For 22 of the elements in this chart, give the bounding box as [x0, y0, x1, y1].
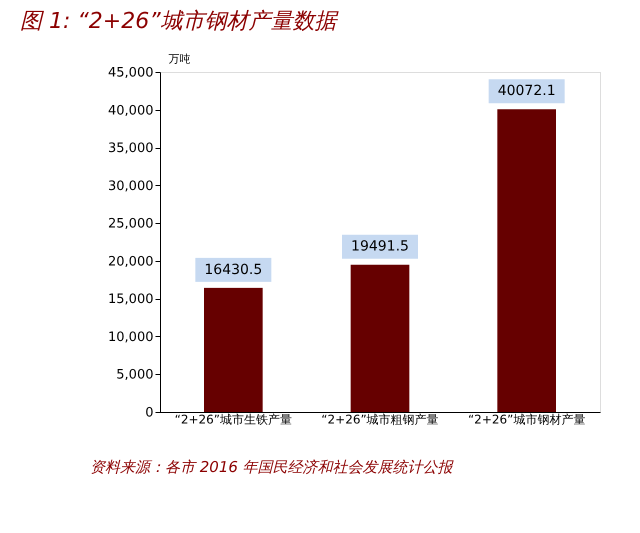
y-tick-label: 25,000 — [108, 216, 154, 232]
chart-title: 图 1: “2+26”城市钢材产量数据 — [20, 9, 340, 34]
y-tick-label: 35,000 — [108, 141, 154, 156]
bar — [497, 109, 556, 412]
y-tick-label: 0 — [145, 406, 154, 420]
y-tick-label: 15,000 — [108, 292, 154, 308]
data-label: 40072.1 — [498, 83, 556, 100]
x-tick-label: “2+26”城市钢材产量 — [468, 412, 586, 426]
y-tick-label: 10,000 — [108, 330, 154, 345]
text: 资料来源：各市 2016 年国民经济和社会发展统计公报 — [90, 458, 455, 476]
x-tick-label: “2+26”城市粗钢产量 — [321, 412, 439, 426]
bar — [204, 288, 263, 412]
bar — [350, 264, 410, 412]
x-tick-label: “2+26”城市生铁产量 — [174, 412, 292, 426]
data-label: 19491.5 — [351, 238, 409, 255]
y-tick-label: 40,000 — [108, 103, 154, 118]
y-tick-label: 20,000 — [108, 254, 154, 270]
y-tick-label: 45,000 — [108, 66, 154, 80]
y-axis-title: 万吨 — [168, 52, 190, 66]
y-tick-label: 5,000 — [116, 368, 154, 383]
y-tick-label: 30,000 — [108, 178, 154, 194]
data-label: 16430.5 — [204, 262, 262, 278]
